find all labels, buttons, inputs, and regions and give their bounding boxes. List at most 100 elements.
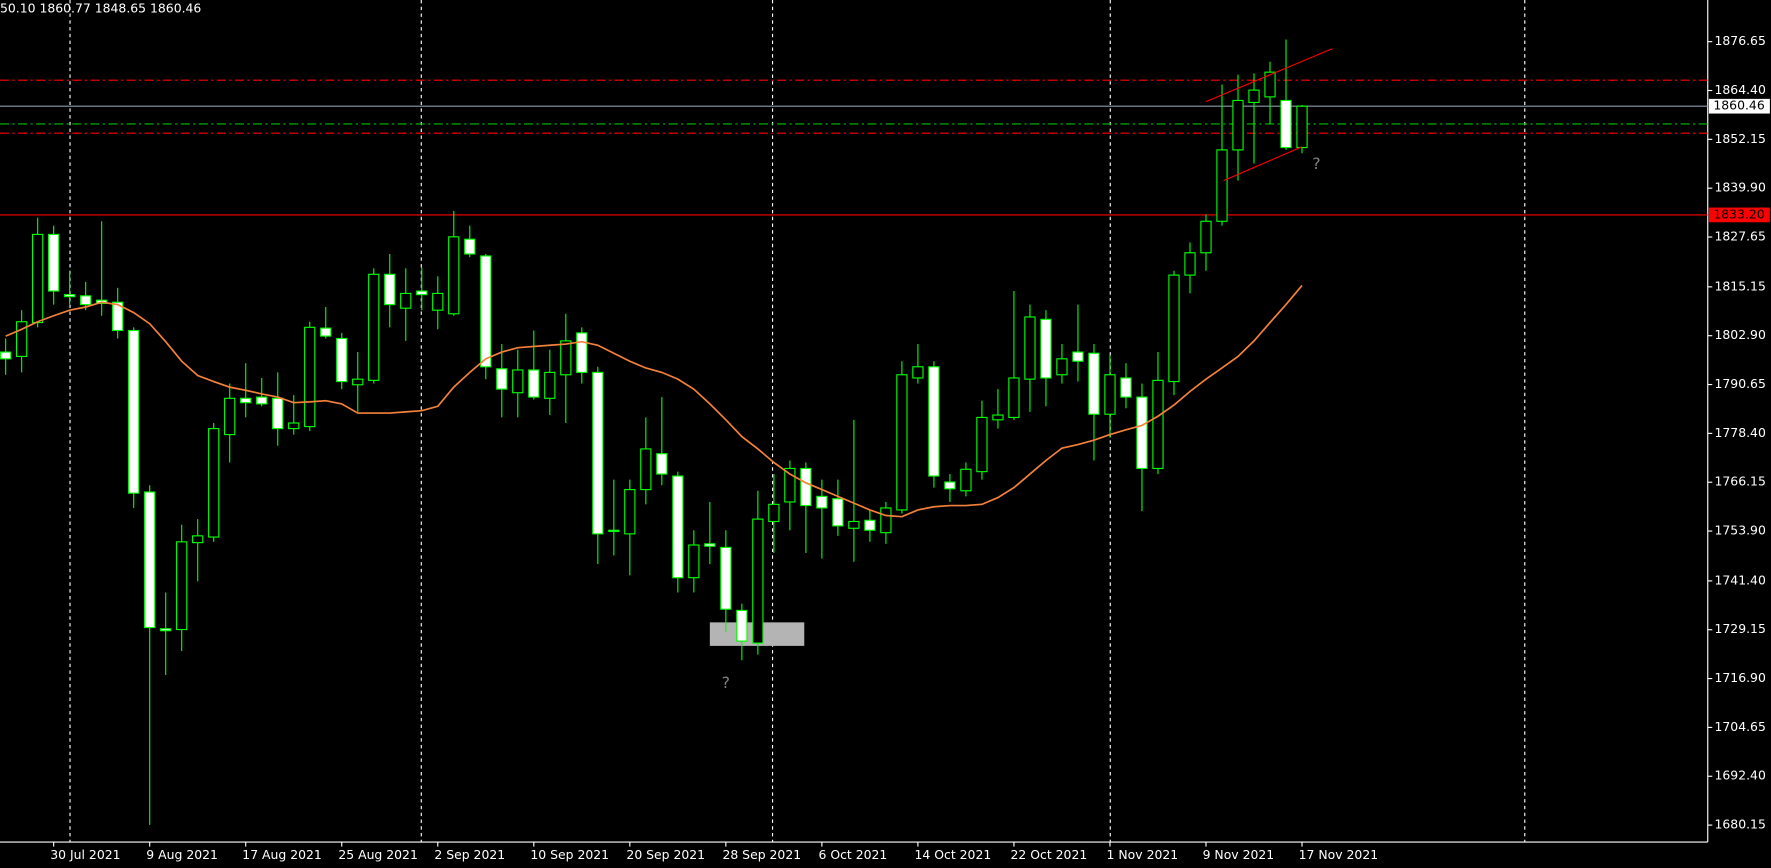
candle-body: [1056, 358, 1068, 376]
candle-body: [640, 448, 652, 491]
candle-body: [928, 366, 940, 477]
candle-body: [48, 233, 60, 292]
y-tick-label: 1876.65: [1715, 33, 1766, 48]
y-tick-label: 1753.90: [1715, 523, 1766, 538]
candle-body: [112, 301, 124, 332]
candle-body: [1040, 318, 1052, 379]
candle-body: [1120, 377, 1132, 398]
candle-body: [1152, 379, 1164, 470]
y-tick-label: 1852.15: [1715, 131, 1766, 146]
candle-body: [736, 609, 748, 642]
x-tick-label: 10 Sep 2021: [530, 847, 609, 862]
candle-body: [960, 468, 972, 492]
x-tick-label: 30 Jul 2021: [50, 847, 120, 862]
y-tick-label: 1827.65: [1715, 229, 1766, 244]
candle-body: [0, 351, 12, 360]
candle-body: [224, 397, 236, 436]
candle-body: [16, 321, 28, 357]
candle-body: [32, 233, 44, 324]
candle-body: [304, 326, 316, 428]
x-tick-label: 17 Nov 2021: [1299, 847, 1378, 862]
candle-body: [1088, 352, 1100, 415]
y-tick-label: 1802.90: [1715, 327, 1766, 342]
candle-body: [704, 543, 716, 547]
annotation: ?: [722, 673, 730, 692]
candle-body: [1264, 71, 1276, 98]
candle-body: [1296, 105, 1308, 149]
y-tick-label: 1680.15: [1715, 817, 1766, 832]
candle-body: [1168, 274, 1180, 383]
candle-body: [544, 371, 556, 399]
candle-body: [1216, 149, 1228, 222]
candle-body: [1184, 252, 1196, 276]
price-tag-label: 1833.20: [1713, 206, 1764, 221]
y-tick-label: 1729.15: [1715, 621, 1766, 636]
candle-body: [752, 518, 764, 644]
candle-body: [368, 273, 380, 381]
x-tick-label: 6 Oct 2021: [818, 847, 887, 862]
trendline: [1223, 146, 1303, 182]
candle-body: [576, 332, 588, 373]
candle-body: [240, 397, 252, 404]
moving-average: [5, 284, 1303, 518]
candle-body: [816, 495, 828, 509]
candle-body: [336, 337, 348, 383]
y-tick-label: 1692.40: [1715, 768, 1766, 783]
candle-body: [1232, 99, 1244, 151]
x-tick-label: 14 Oct 2021: [915, 847, 992, 862]
candle-body: [64, 294, 76, 298]
x-tick-label: 9 Nov 2021: [1203, 847, 1275, 862]
candle-body: [800, 467, 812, 507]
ohlc-header: 50.10 1860.77 1848.65 1860.46: [0, 1, 201, 16]
candle-body: [1024, 316, 1036, 380]
candle-body: [672, 475, 684, 579]
x-tick-label: 1 Nov 2021: [1107, 847, 1179, 862]
candle-body: [528, 369, 540, 398]
x-tick-label: 17 Aug 2021: [242, 847, 322, 862]
candle-body: [1104, 374, 1116, 415]
y-tick-label: 1766.15: [1715, 474, 1766, 489]
price-tag-label: 1860.46: [1713, 98, 1764, 113]
candle-body: [992, 414, 1004, 421]
y-tick-label: 1815.15: [1715, 278, 1766, 293]
candle-body: [144, 491, 156, 629]
candle-body: [432, 292, 444, 311]
candle-body: [912, 366, 924, 379]
candle-body: [608, 529, 620, 533]
candle-body: [128, 329, 140, 494]
annotation: ?: [1312, 154, 1320, 173]
candle-body: [624, 489, 636, 535]
y-tick-label: 1839.90: [1715, 180, 1766, 195]
candle-body: [480, 255, 492, 368]
candle-body: [784, 467, 796, 503]
candle-body: [1248, 89, 1260, 104]
candle-body: [1200, 220, 1212, 254]
candle-body: [288, 422, 300, 430]
candle-body: [848, 520, 860, 529]
candle-body: [896, 374, 908, 511]
y-tick-label: 1778.40: [1715, 425, 1766, 440]
candle-body: [80, 295, 92, 306]
y-tick-label: 1716.90: [1715, 670, 1766, 685]
x-tick-label: 22 Oct 2021: [1011, 847, 1088, 862]
x-tick-label: 25 Aug 2021: [338, 847, 418, 862]
candle-body: [512, 369, 524, 394]
candle-body: [384, 273, 396, 306]
candle-body: [560, 340, 572, 376]
candle-body: [160, 628, 172, 632]
candle-body: [720, 546, 732, 610]
candle-body: [464, 238, 476, 255]
x-tick-label: 20 Sep 2021: [626, 847, 705, 862]
candle-body: [352, 378, 364, 386]
candle-body: [832, 498, 844, 527]
candle-body: [1136, 396, 1148, 470]
candle-body: [1072, 351, 1084, 362]
candle-body: [976, 416, 988, 473]
candle-body: [592, 371, 604, 535]
candle-body: [1008, 377, 1020, 418]
candle-body: [256, 396, 268, 405]
candle-body: [944, 481, 956, 490]
price-tag: [1708, 98, 1770, 114]
